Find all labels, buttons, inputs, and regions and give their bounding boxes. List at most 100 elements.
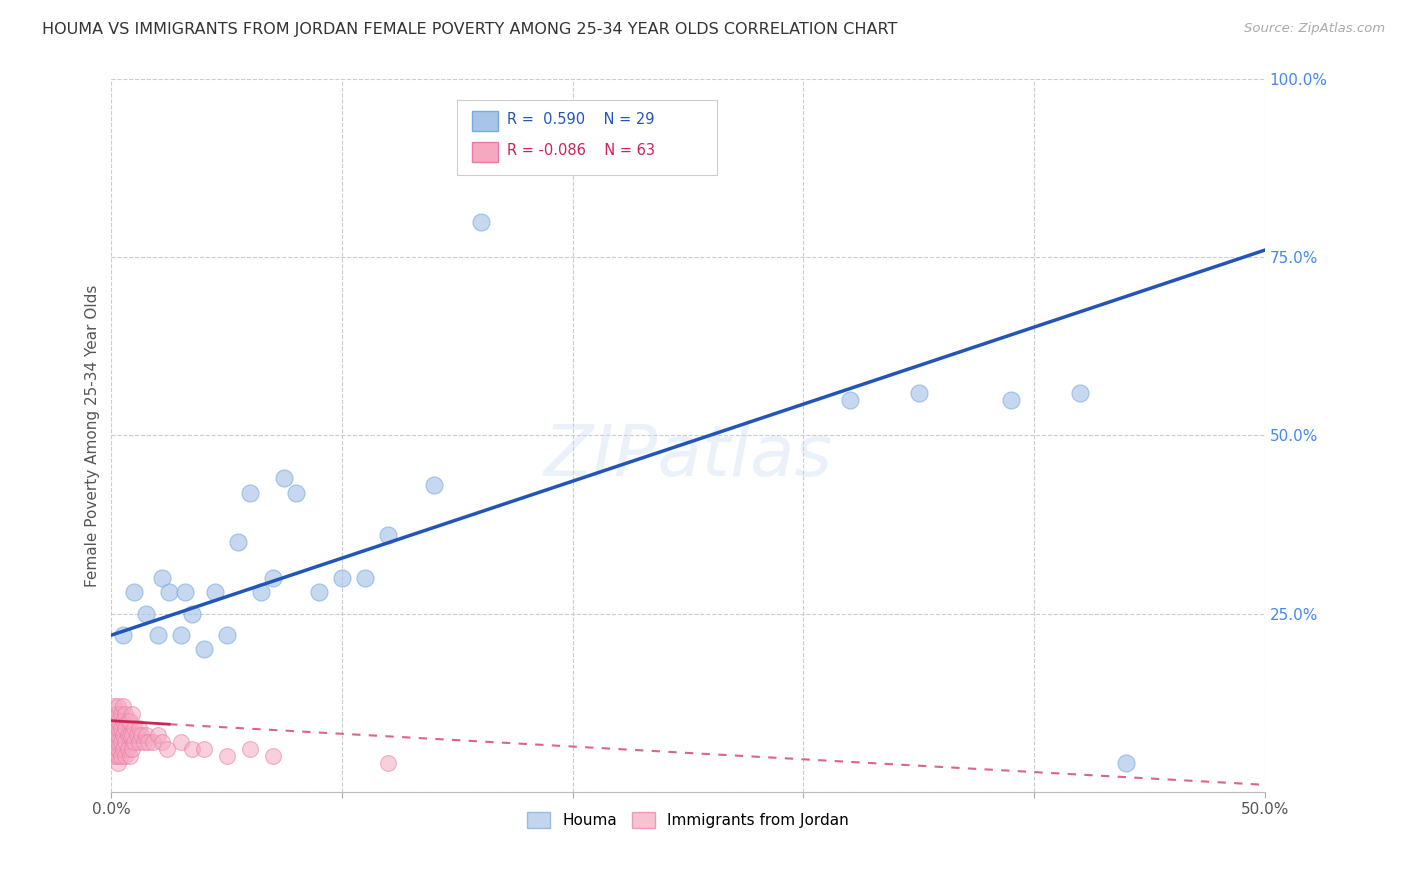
- Point: [114, 735, 136, 749]
- Legend: Houma, Immigrants from Jordan: Houma, Immigrants from Jordan: [522, 806, 855, 834]
- Point: [105, 714, 128, 728]
- Point: [132, 735, 155, 749]
- Point: [111, 714, 134, 728]
- Point: [226, 535, 249, 549]
- Point: [181, 742, 204, 756]
- Point: [107, 735, 129, 749]
- Point: [157, 585, 180, 599]
- Point: [107, 749, 129, 764]
- Point: [105, 749, 128, 764]
- Point: [125, 728, 148, 742]
- Point: [121, 728, 143, 742]
- Point: [121, 742, 143, 756]
- Point: [156, 742, 179, 756]
- Point: [124, 585, 146, 599]
- Point: [118, 728, 141, 742]
- Point: [169, 735, 191, 749]
- Point: [103, 721, 125, 735]
- Point: [142, 735, 165, 749]
- FancyBboxPatch shape: [472, 112, 498, 131]
- Point: [124, 721, 146, 735]
- FancyBboxPatch shape: [472, 143, 498, 162]
- Point: [169, 628, 191, 642]
- Point: [121, 706, 143, 721]
- Point: [1069, 385, 1091, 400]
- Point: [1000, 392, 1022, 407]
- Point: [131, 728, 153, 742]
- Point: [136, 735, 159, 749]
- Point: [110, 749, 132, 764]
- Point: [146, 728, 169, 742]
- Point: [150, 735, 173, 749]
- Point: [193, 742, 215, 756]
- Point: [107, 721, 129, 735]
- Point: [110, 721, 132, 735]
- Point: [354, 571, 377, 585]
- Point: [111, 728, 134, 742]
- Point: [204, 585, 226, 599]
- Point: [107, 756, 129, 771]
- Point: [103, 735, 125, 749]
- Point: [103, 714, 125, 728]
- Point: [135, 728, 157, 742]
- Point: [114, 749, 136, 764]
- Point: [262, 571, 284, 585]
- Text: ZIPatlas: ZIPatlas: [544, 422, 832, 491]
- Point: [470, 214, 492, 228]
- Point: [124, 735, 146, 749]
- Point: [103, 699, 125, 714]
- Point: [110, 706, 132, 721]
- Point: [135, 607, 157, 621]
- Text: R = -0.086    N = 63: R = -0.086 N = 63: [508, 143, 655, 158]
- Point: [150, 571, 173, 585]
- Point: [111, 628, 134, 642]
- Point: [117, 742, 139, 756]
- Point: [128, 735, 150, 749]
- Point: [105, 728, 128, 742]
- Point: [174, 585, 197, 599]
- Point: [377, 528, 399, 542]
- Point: [377, 756, 399, 771]
- Point: [146, 628, 169, 642]
- Point: [239, 742, 262, 756]
- Text: Source: ZipAtlas.com: Source: ZipAtlas.com: [1244, 22, 1385, 36]
- Point: [262, 749, 284, 764]
- Point: [114, 721, 136, 735]
- Point: [215, 628, 238, 642]
- Point: [250, 585, 273, 599]
- Point: [181, 607, 204, 621]
- Point: [107, 728, 129, 742]
- Point: [117, 728, 139, 742]
- Point: [111, 699, 134, 714]
- Point: [423, 478, 446, 492]
- Point: [118, 749, 141, 764]
- Point: [105, 735, 128, 749]
- Point: [908, 385, 931, 400]
- Point: [114, 706, 136, 721]
- Point: [107, 742, 129, 756]
- Point: [193, 642, 215, 657]
- Point: [105, 706, 128, 721]
- Point: [110, 735, 132, 749]
- Point: [239, 485, 262, 500]
- Point: [118, 714, 141, 728]
- Point: [117, 714, 139, 728]
- Point: [107, 706, 129, 721]
- Point: [103, 749, 125, 764]
- Point: [330, 571, 353, 585]
- Point: [1115, 756, 1137, 771]
- Text: HOUMA VS IMMIGRANTS FROM JORDAN FEMALE POVERTY AMONG 25-34 YEAR OLDS CORRELATION: HOUMA VS IMMIGRANTS FROM JORDAN FEMALE P…: [42, 22, 897, 37]
- FancyBboxPatch shape: [457, 101, 717, 175]
- Point: [838, 392, 860, 407]
- Point: [215, 749, 238, 764]
- Point: [105, 721, 128, 735]
- Point: [111, 742, 134, 756]
- Text: R =  0.590    N = 29: R = 0.590 N = 29: [508, 112, 655, 128]
- Point: [103, 728, 125, 742]
- Y-axis label: Female Poverty Among 25-34 Year Olds: Female Poverty Among 25-34 Year Olds: [86, 285, 100, 587]
- Point: [273, 471, 295, 485]
- Point: [107, 699, 129, 714]
- Point: [308, 585, 330, 599]
- Point: [128, 721, 150, 735]
- Point: [107, 714, 129, 728]
